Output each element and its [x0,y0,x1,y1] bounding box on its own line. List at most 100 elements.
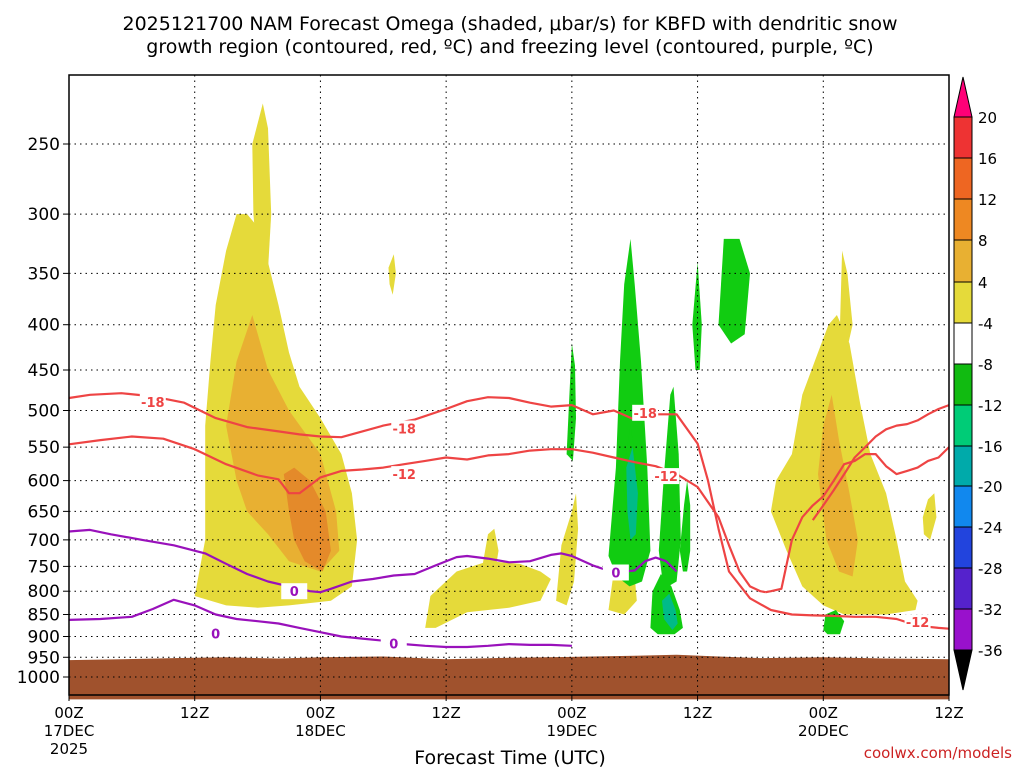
contour-label-bg [391,420,418,437]
x-tick-year: 2025 [50,740,88,758]
y-tick-label: 450 [28,361,60,381]
x-tick-date: 17DEC [44,722,95,740]
plot-frame [68,74,950,696]
omega-shaded-region [692,262,702,370]
contour-label-bg [139,393,166,410]
colorbar-label: -20 [978,478,1003,496]
colorbar-label: -8 [978,356,993,374]
omega-shaded-region [922,493,937,540]
y-tick-label: 950 [28,648,60,668]
contour-label-bg [202,625,229,642]
omega-shaded-region [482,528,499,564]
y-tick-label: 400 [28,316,60,336]
x-tick-label: 12Z [683,704,712,722]
x-tick-date: 20DEC [798,722,849,740]
omega-shaded-region [626,447,638,540]
omega-shaded-region [658,386,681,587]
colorbar-swatch [953,608,973,651]
y-tick-label: 1000 [17,668,60,688]
x-tick-date: 19DEC [547,722,598,740]
x-tick-label: 00Z [809,704,838,722]
colorbar-swatch [953,526,973,569]
y-tick-label: 500 [28,402,60,422]
y-tick-label: 250 [28,135,60,155]
x-tick-label: 12Z [934,704,963,722]
colorbar-label: -32 [978,601,1003,619]
omega-shaded-region [388,254,396,295]
colorbar-swatch [953,445,973,487]
contour-label-bg [281,583,308,600]
colorbar-swatch [953,157,973,200]
contour-line [68,598,572,649]
gridlines [69,75,949,695]
colorbar-label: 12 [978,191,997,209]
y-tick-label: 600 [28,472,60,492]
colorbar-label: -28 [978,560,1003,578]
x-tick-label: 12Z [180,704,209,722]
contour-label-bg [632,404,659,421]
omega-shaded-region [679,480,691,572]
contour-label-bg [653,468,680,485]
contour-label: 0 [611,566,620,581]
chart-title-line-1: 2025121700 NAM Forecast Omega (shaded, μ… [122,13,897,35]
contour-label: 0 [389,638,398,653]
omega-shaded-region [566,343,576,461]
omega-shaded-region [556,493,579,606]
colorbar-swatch [953,322,973,365]
y-tick-label: 300 [28,205,60,225]
omega-shaded-region [662,593,678,630]
colorbar-label: -12 [978,397,1003,415]
contour-label-bg [380,635,407,652]
omega-shaded-region [252,103,272,305]
colorbar-label: -4 [978,315,993,333]
x-tick-date: 18DEC [295,722,346,740]
y-tick-label: 900 [28,627,60,647]
x-tick-label: 12Z [431,704,460,722]
x-tick-label: 00Z [306,704,335,722]
contour-label-bg [904,614,931,631]
y-tick-label: 750 [28,557,60,577]
colorbar-label: -24 [978,519,1003,537]
contour-label: -18 [392,423,416,438]
colorbar-swatch [953,239,973,283]
contour-line [811,404,950,521]
colorbar-swatch [953,567,973,610]
omega-shaded-region [718,238,750,344]
y-tick-label: 700 [28,531,60,551]
omega-shaded-region [608,238,651,587]
colorbar-label: 4 [978,274,988,292]
colorbar-swatch [953,116,973,159]
y-axis: 2503003504004505005506006507007508008509… [17,135,69,688]
contour-label-bg [602,564,629,581]
contour-line [68,528,678,594]
colorbar-label: -16 [978,438,1003,456]
x-axis-title: Forecast Time (UTC) [414,747,605,768]
omega-shaded-region [823,610,845,635]
contour-line [68,435,766,594]
contour-label: -18 [141,396,165,411]
x-tick-label: 00Z [54,704,83,722]
y-tick-label: 650 [28,502,60,522]
contour-label: -18 [633,407,657,422]
colorbar-swatch [953,198,973,241]
colorbar-label: 20 [978,109,997,127]
watermark: coolwx.com/models [864,744,1012,762]
colorbar-swatch [953,281,973,324]
colorbar-max-arrow [953,76,973,118]
colorbar: 20 16 12 8 4 -4 -8 -12 -16 -20 -24 -28 -32 -36 [953,76,1003,691]
contour-labels: -18 -18 -18 -12 -12 -12 0 0 0 0 [139,393,931,653]
chart-title-line-2: growth region (contoured, red, ºC) and f… [146,36,873,58]
contour-label: 0 [211,627,220,642]
colorbar-min-arrow [953,649,973,691]
omega-shaded-region [425,561,551,628]
omega-shaded-region [840,250,853,353]
contour-label-bg [391,466,418,483]
colorbar-swatch [953,404,973,447]
contour-label: 0 [290,585,299,600]
contour-label: -12 [392,468,416,483]
contour-label: -12 [654,470,678,485]
contour-line [765,446,950,594]
y-tick-label: 550 [28,438,60,458]
colorbar-label: 8 [978,232,988,250]
